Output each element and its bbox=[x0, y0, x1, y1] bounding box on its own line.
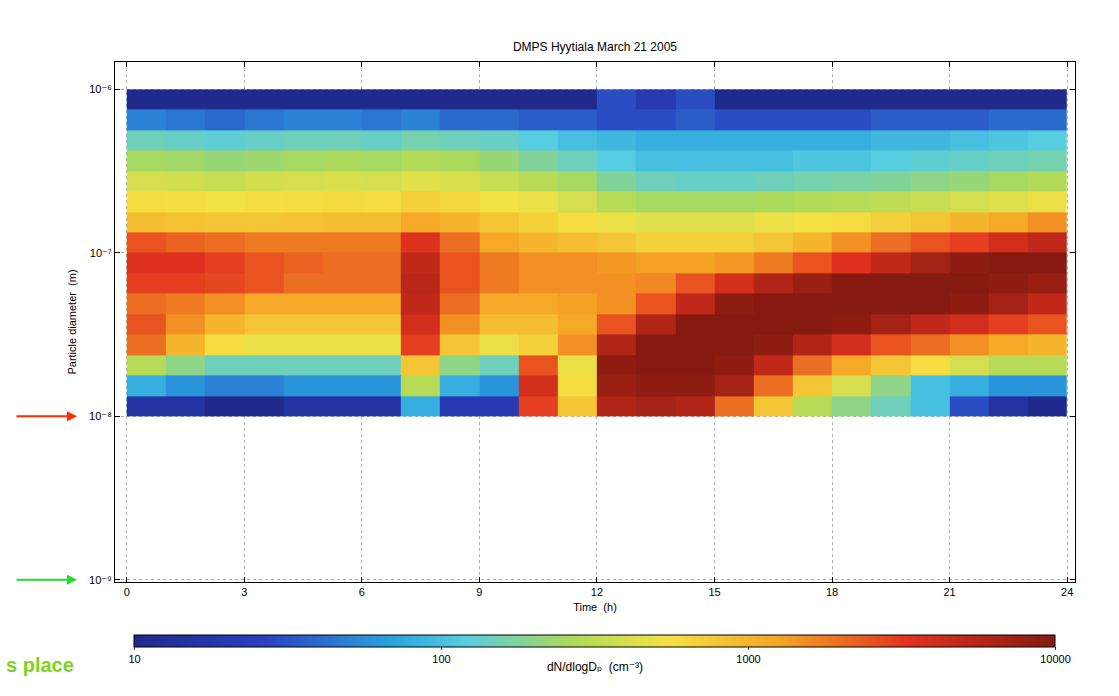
svg-text:10⁻⁸: 10⁻⁸ bbox=[89, 410, 112, 422]
svg-text:10000: 10000 bbox=[1040, 653, 1071, 665]
svg-text:Particle diameter (m): Particle diameter (m) bbox=[66, 269, 78, 374]
svg-text:s place: s place bbox=[6, 654, 74, 676]
svg-text:DMPS Hyytiala March 21 2005: DMPS Hyytiala March 21 2005 bbox=[513, 40, 677, 54]
svg-text:Time (h): Time (h) bbox=[573, 601, 617, 613]
svg-text:10: 10 bbox=[128, 653, 140, 665]
svg-text:15: 15 bbox=[708, 586, 720, 598]
svg-text:3: 3 bbox=[241, 586, 247, 598]
svg-text:24: 24 bbox=[1061, 586, 1073, 598]
svg-text:0: 0 bbox=[124, 586, 130, 598]
svg-text:9: 9 bbox=[476, 586, 482, 598]
svg-text:10⁻⁶: 10⁻⁶ bbox=[89, 83, 112, 95]
svg-text:10⁻⁷: 10⁻⁷ bbox=[90, 247, 112, 259]
svg-text:21: 21 bbox=[943, 586, 955, 598]
svg-text:6: 6 bbox=[359, 586, 365, 598]
svg-text:12: 12 bbox=[591, 586, 603, 598]
svg-text:dN/dlogDₚ (cm⁻³): dN/dlogDₚ (cm⁻³) bbox=[547, 660, 643, 674]
svg-text:10⁻⁹: 10⁻⁹ bbox=[89, 574, 112, 586]
svg-text:1000: 1000 bbox=[736, 653, 760, 665]
svg-text:100: 100 bbox=[432, 653, 450, 665]
svg-text:18: 18 bbox=[826, 586, 838, 598]
